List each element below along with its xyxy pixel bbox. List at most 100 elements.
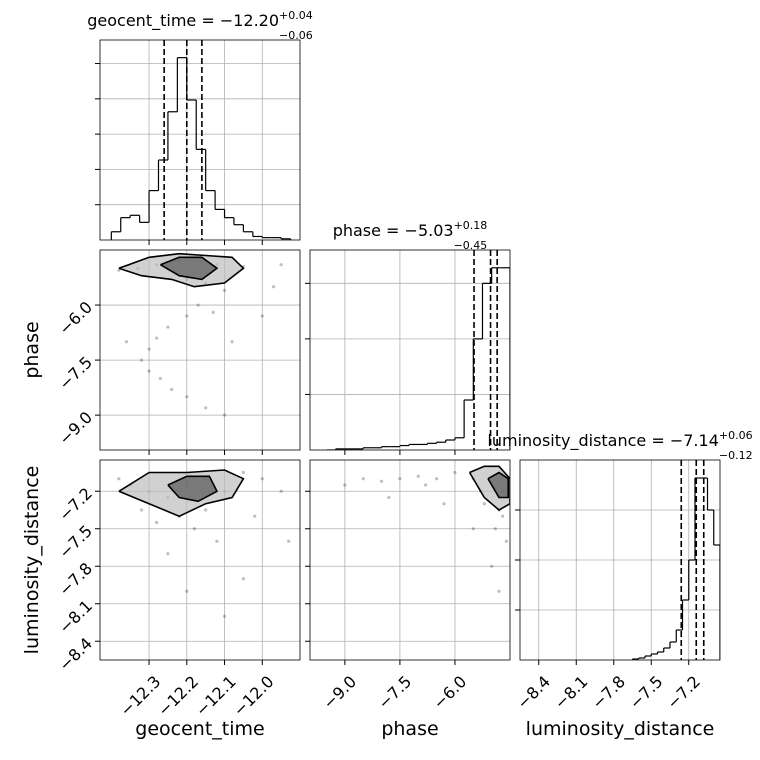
title-text: geocent_time = −12.20 <box>87 11 279 31</box>
y-tick-label: −7.2 <box>55 484 96 525</box>
x-axis-label: luminosity_distance <box>526 718 715 740</box>
sample-point <box>117 477 121 481</box>
sample-point <box>497 589 501 593</box>
sample-point <box>185 589 189 593</box>
sample-point <box>361 477 365 481</box>
sample-point <box>170 387 174 392</box>
sample-point <box>241 470 245 475</box>
y-axis-label: luminosity_distance <box>21 466 43 655</box>
y-axis-label: phase <box>21 321 43 378</box>
y-tick-label: −7.5 <box>55 521 96 562</box>
x-axis-label: geocent_time <box>135 718 264 740</box>
contour <box>167 475 219 503</box>
panel-frame <box>519 459 721 661</box>
x-tick-label: −8.4 <box>513 672 554 713</box>
sample-point <box>166 552 170 556</box>
x-tick-label: −12.2 <box>154 672 202 720</box>
sample-point <box>253 514 257 518</box>
sample-point <box>501 514 505 518</box>
sample-point <box>192 527 196 531</box>
sample-point <box>504 539 508 543</box>
sample-point <box>147 369 151 373</box>
sample-point <box>260 314 264 318</box>
sample-point <box>453 470 457 475</box>
title-text: luminosity_distance = −7.14 <box>487 431 718 451</box>
panel <box>100 40 300 240</box>
sample-point <box>155 520 159 525</box>
y-tick-label: −8.1 <box>55 596 96 637</box>
sample-point <box>379 479 384 483</box>
panel-title-minus: −0.45 <box>454 239 488 252</box>
title-plus: +0.18 <box>454 219 488 232</box>
x-tick-label: −7.5 <box>374 672 415 713</box>
sample-point <box>416 474 420 478</box>
panel-title-minus: −0.12 <box>719 449 753 462</box>
panel-frame <box>99 249 301 451</box>
sample-point <box>387 495 391 500</box>
sample-point <box>222 413 227 417</box>
sample-point <box>279 263 283 267</box>
title-plus: +0.06 <box>719 429 753 442</box>
x-tick-label: −12.1 <box>192 672 240 720</box>
x-axis-label: phase <box>381 718 438 740</box>
title-text: phase = −5.03 <box>333 221 454 240</box>
sample-point <box>490 564 494 568</box>
x-tick-label: −12.3 <box>116 672 164 720</box>
sample-point <box>471 527 475 531</box>
x-tick-label: −7.5 <box>626 672 667 713</box>
panel-frame <box>309 459 511 661</box>
sample-point <box>139 358 144 362</box>
sample-point <box>423 483 428 487</box>
panel-frame <box>309 249 511 451</box>
sample-point <box>196 303 200 307</box>
sample-point <box>204 508 208 512</box>
sample-point <box>204 406 208 410</box>
y-tick-label: −7.8 <box>55 559 96 600</box>
sample-point <box>241 577 245 581</box>
x-tick-label: −12.0 <box>229 672 277 720</box>
sample-point <box>185 314 189 318</box>
y-tick-label: −7.5 <box>55 353 96 394</box>
contour <box>159 256 219 281</box>
sample-point <box>482 502 486 506</box>
sample-point <box>435 477 439 481</box>
x-tick-label: −9.0 <box>319 672 360 713</box>
y-tick-label: −6.0 <box>55 298 96 339</box>
sample-point <box>222 614 227 618</box>
sample-point <box>124 340 129 344</box>
panel-title: phase = −5.03+0.18 <box>333 219 488 240</box>
x-tick-label: −7.2 <box>663 672 704 713</box>
panel <box>100 460 300 660</box>
y-tick-label: −8.4 <box>55 634 96 675</box>
sample-point <box>442 502 446 506</box>
sample-point <box>139 508 144 512</box>
sample-point <box>215 539 219 543</box>
sample-point <box>279 489 283 493</box>
sample-point <box>271 285 276 289</box>
sample-point <box>166 325 170 329</box>
x-tick-label: −6.0 <box>429 672 470 713</box>
contour <box>487 471 509 499</box>
sample-point <box>211 310 215 314</box>
sample-point <box>222 288 227 292</box>
sample-point <box>260 477 264 481</box>
sample-point <box>493 527 497 531</box>
sample-point <box>287 539 291 543</box>
sample-point <box>147 347 151 351</box>
x-tick-label: −7.8 <box>588 672 629 713</box>
sample-point <box>155 336 159 340</box>
panel <box>310 460 510 660</box>
sample-point <box>398 477 402 481</box>
title-plus: +0.04 <box>279 9 313 22</box>
panel-title: geocent_time = −12.20+0.04 <box>87 9 313 31</box>
sample-point <box>185 395 189 399</box>
sample-point <box>343 483 347 487</box>
panel <box>520 460 720 660</box>
panel-title: luminosity_distance = −7.14+0.06 <box>487 429 752 451</box>
panel-frame <box>99 459 301 661</box>
y-tick-label: −9.0 <box>55 408 96 449</box>
panel-frame <box>99 39 301 241</box>
sample-point <box>230 340 234 344</box>
x-tick-label: −8.1 <box>551 672 592 713</box>
